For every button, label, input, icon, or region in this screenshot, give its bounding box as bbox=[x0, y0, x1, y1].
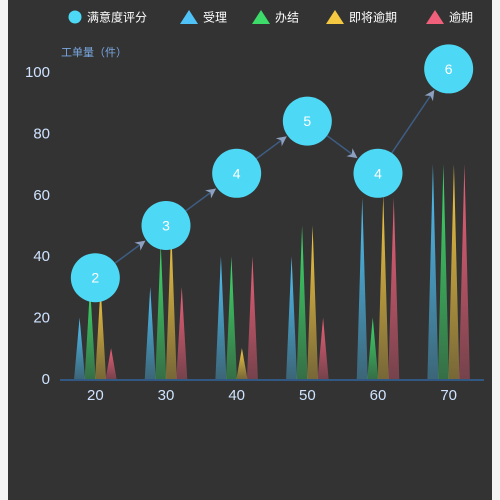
bar-triangle[interactable] bbox=[144, 286, 156, 379]
bar-triangle[interactable] bbox=[286, 256, 298, 379]
point-bubble bbox=[212, 148, 262, 198]
x-tick-label: 20 bbox=[87, 387, 104, 404]
bar-triangle[interactable] bbox=[155, 243, 167, 379]
bar-triangle[interactable] bbox=[246, 256, 258, 379]
x-tick-label: 60 bbox=[370, 387, 387, 404]
legend-triangle-icon bbox=[326, 10, 344, 24]
satisfaction-point[interactable]: 4 bbox=[353, 148, 403, 198]
line-arrow bbox=[346, 148, 358, 159]
point-label: 2 bbox=[91, 270, 99, 286]
legend-label: 即将逾期 bbox=[349, 10, 397, 25]
legend-label: 受理 bbox=[203, 11, 227, 25]
satisfaction-point[interactable]: 5 bbox=[282, 96, 332, 146]
legend-label: 办结 bbox=[275, 10, 299, 25]
bar-triangle[interactable] bbox=[356, 197, 368, 379]
point-bubble bbox=[141, 201, 191, 250]
legend-item[interactable]: 即将逾期 bbox=[326, 10, 397, 25]
y-tick-label: 60 bbox=[33, 187, 50, 204]
y-tick-label: 80 bbox=[33, 125, 50, 142]
x-axis: 20 30 40 50 60 70 bbox=[87, 387, 457, 404]
point-label: 3 bbox=[162, 218, 170, 234]
line-segment bbox=[391, 94, 432, 154]
bar-triangle[interactable] bbox=[427, 164, 439, 379]
line-arrow bbox=[134, 240, 146, 251]
bar-triangle[interactable] bbox=[458, 164, 470, 379]
bar-triangle[interactable] bbox=[307, 225, 319, 380]
legend-triangle-icon bbox=[180, 10, 198, 24]
bar-triangle[interactable] bbox=[95, 286, 107, 379]
point-bubble bbox=[353, 148, 403, 198]
point-bubble bbox=[424, 44, 474, 94]
line-arrow bbox=[205, 188, 217, 199]
bar-triangle[interactable] bbox=[317, 317, 329, 379]
point-label: 5 bbox=[303, 113, 311, 129]
satisfaction-line: 2 3 4 5 4 6 bbox=[70, 44, 474, 303]
legend-item[interactable]: 受理 bbox=[180, 10, 227, 25]
y-tick-label: 20 bbox=[33, 310, 50, 327]
legend-item[interactable]: 逾期 bbox=[426, 10, 473, 25]
point-bubble bbox=[282, 96, 332, 146]
line-arrow bbox=[275, 136, 287, 147]
bar-triangle[interactable] bbox=[236, 348, 248, 379]
satisfaction-point[interactable]: 3 bbox=[141, 201, 191, 250]
legend-triangle-icon bbox=[426, 10, 444, 24]
bars bbox=[74, 164, 470, 379]
line-segment bbox=[114, 243, 142, 264]
legend-triangle-icon bbox=[252, 10, 270, 24]
point-label: 4 bbox=[233, 165, 241, 181]
point-label: 6 bbox=[445, 61, 453, 77]
bar-triangle[interactable] bbox=[176, 286, 188, 379]
satisfaction-point[interactable]: 4 bbox=[212, 148, 262, 198]
legend-circle-icon bbox=[68, 10, 82, 24]
bar-triangle[interactable] bbox=[105, 348, 117, 379]
line-arrow bbox=[424, 90, 435, 102]
bar-triangle[interactable] bbox=[215, 256, 227, 379]
x-tick-label: 70 bbox=[440, 387, 457, 404]
bar-triangle[interactable] bbox=[367, 317, 379, 379]
y-axis: 0 20 40 60 80 100 bbox=[25, 64, 50, 388]
x-tick-label: 30 bbox=[158, 387, 175, 404]
x-tick-label: 50 bbox=[299, 387, 316, 404]
bar-triangle[interactable] bbox=[296, 225, 308, 380]
y-tick-label: 40 bbox=[33, 248, 50, 265]
legend-label: 满意度评分 bbox=[87, 10, 147, 25]
line-segment bbox=[185, 191, 212, 212]
bar-triangle[interactable] bbox=[74, 317, 86, 379]
y-tick-label: 100 bbox=[25, 64, 50, 81]
satisfaction-point[interactable]: 6 bbox=[424, 44, 474, 94]
bar-triangle[interactable] bbox=[448, 164, 460, 379]
x-tick-label: 40 bbox=[228, 387, 245, 404]
bar-triangle[interactable] bbox=[84, 286, 96, 379]
chart-panel: 满意度评分 受理 办结 即将逾期 逾期 工单量（件） 0 20 40 60 80 100 20 30… bbox=[8, 0, 492, 500]
line-segment bbox=[326, 135, 354, 156]
bar-triangle[interactable] bbox=[165, 228, 177, 379]
legend-label: 逾期 bbox=[449, 10, 473, 25]
y-tick-label: 0 bbox=[42, 371, 50, 388]
legend-item[interactable]: 办结 bbox=[252, 10, 299, 25]
line-segment bbox=[255, 139, 283, 160]
bar-triangle[interactable] bbox=[437, 164, 449, 379]
bar-triangle[interactable] bbox=[388, 197, 400, 379]
legend-item[interactable]: 满意度评分 bbox=[68, 10, 148, 25]
bar-triangle[interactable] bbox=[225, 256, 237, 379]
bar-triangle[interactable] bbox=[377, 194, 389, 379]
point-bubble bbox=[70, 253, 120, 303]
legend: 满意度评分 受理 办结 即将逾期 逾期 bbox=[68, 10, 473, 25]
point-label: 4 bbox=[374, 165, 382, 181]
satisfaction-point[interactable]: 2 bbox=[70, 253, 120, 303]
y-axis-title: 工单量（件） bbox=[61, 46, 127, 59]
